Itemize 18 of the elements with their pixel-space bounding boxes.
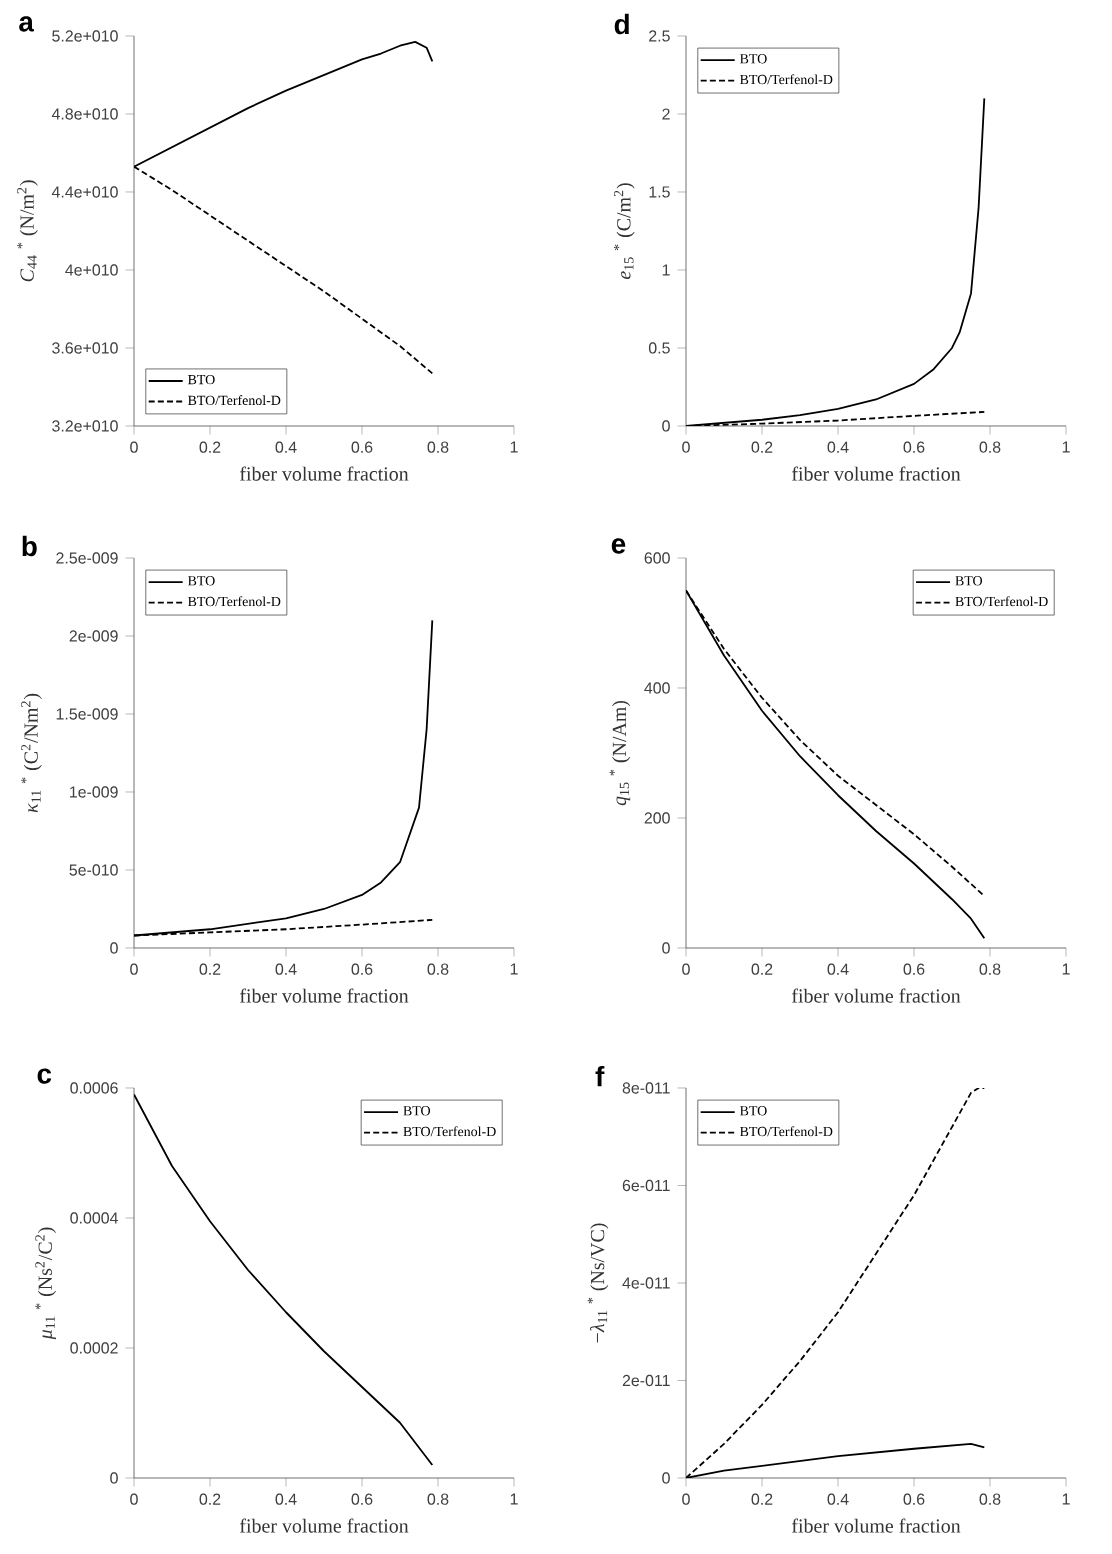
x-axis-title: fiber volume fraction [239,466,409,481]
y-axis-title: κ$_{11}$ $^{*}$ (C$^{2}$/Nm$^{2}$) [21,693,42,813]
x-axis-title: fiber volume fraction [791,988,961,1003]
x-axis-title: fiber volume fraction [239,988,409,1003]
chart-title: b [22,535,37,557]
y-axis-title: e$_{15}$ $^{*}$ (C/m$^{2}$) [613,183,635,279]
x-axis-title: fiber volume fraction [239,1518,409,1533]
x-axis-title: fiber volume fraction [791,466,961,481]
y-axis-title: −λ$_{11}$ $^{*}$ (Ns/VC) [587,1223,609,1343]
chart-title: f [595,1065,605,1087]
chart-title: d [614,13,629,35]
y-axis-title: μ$_{11}$ $^{*}$ (Ns$^{2}$/C$^{2}$) [35,1227,57,1340]
x-axis-title: fiber volume fraction [791,1518,961,1533]
chart-title: e [611,538,626,554]
y-axis-title: q$_{15}$ $^{*}$ (N/Am) [609,700,631,806]
chart-title: c [37,1068,52,1084]
chart-title: a [19,16,35,32]
y-axis-title: C$_{44}$ $^{*}$ (N/m$^{2}$) [17,180,38,282]
